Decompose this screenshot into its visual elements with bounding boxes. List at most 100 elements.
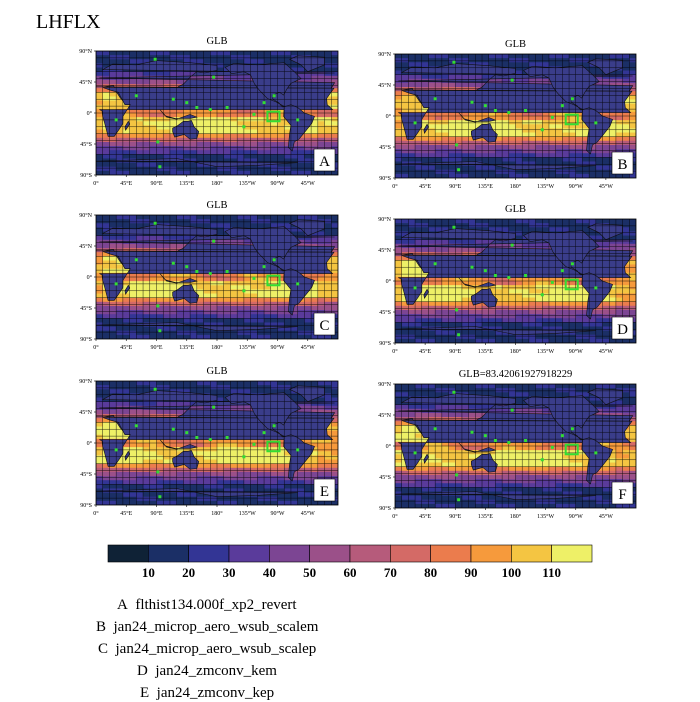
panel-label-box: A xyxy=(314,149,335,171)
lon-tick-label: 90°W xyxy=(270,510,284,517)
lon-tick-label: 90°W xyxy=(569,183,583,190)
colorbar-swatch xyxy=(108,545,148,562)
lon-tick-label: 90°E xyxy=(449,513,461,520)
colorbar-swatch xyxy=(390,545,430,562)
lon-tick-label: 135°E xyxy=(179,180,194,187)
station-marker xyxy=(551,446,554,449)
run-legend-entry: B jan24_microp_aero_wsub_scalem xyxy=(96,619,318,636)
lat-tick-label: 90°S xyxy=(80,336,92,343)
lat-tick-label: 90°S xyxy=(379,340,391,347)
lon-tick-label: 45°W xyxy=(301,344,315,351)
colorbar-tick-label: 10 xyxy=(142,565,155,580)
lon-tick-label: 0° xyxy=(93,344,99,351)
run-label: C xyxy=(98,641,108,657)
panel-title: GLB xyxy=(207,200,228,211)
station-marker xyxy=(209,108,212,111)
lon-tick-label: 135°W xyxy=(239,180,256,187)
lhflx-field xyxy=(395,384,636,508)
run-name: jan24_zmconv_kem xyxy=(155,663,277,679)
run-label: A xyxy=(117,597,128,613)
station-marker xyxy=(452,391,455,394)
station-marker xyxy=(135,258,138,261)
lat-tick-label: 45°S xyxy=(379,144,391,151)
lon-tick-label: 45°W xyxy=(599,513,613,520)
lon-tick-label: 90°E xyxy=(150,344,162,351)
station-marker xyxy=(551,281,554,284)
colorbar-swatch xyxy=(269,545,309,562)
lon-tick-label: 45°E xyxy=(120,180,132,187)
lon-tick-label: 180° xyxy=(510,348,522,355)
lat-tick-label: 90°S xyxy=(379,175,391,182)
lon-tick-label: 45°W xyxy=(301,180,315,187)
lon-tick-label: 135°W xyxy=(537,348,554,355)
lon-tick-label: 90°W xyxy=(270,180,284,187)
colorbar-swatch xyxy=(552,545,592,562)
panel-title: GLB=83.42061927918229 xyxy=(459,369,573,380)
lon-tick-label: 90°E xyxy=(449,348,461,355)
station-marker xyxy=(434,427,437,430)
lon-tick-label: 135°E xyxy=(478,183,493,190)
lon-tick-label: 90°W xyxy=(569,513,583,520)
station-marker xyxy=(156,470,159,473)
station-marker xyxy=(524,109,527,112)
colorbar-swatch xyxy=(310,545,350,562)
lat-tick-label: 45°N xyxy=(79,243,92,250)
run-legend-entry: C jan24_microp_aero_wsub_scalep xyxy=(98,641,316,658)
panel-label: C xyxy=(319,318,329,334)
colorbar-tick-label: 40 xyxy=(263,565,276,580)
lon-tick-label: 45°E xyxy=(419,348,431,355)
station-marker xyxy=(296,118,299,121)
lhflx-field xyxy=(96,51,338,175)
lhflx-field xyxy=(96,381,338,505)
lat-tick-label: 0° xyxy=(386,443,392,450)
station-marker xyxy=(252,443,255,446)
station-marker xyxy=(135,424,138,427)
lon-tick-label: 135°W xyxy=(239,510,256,517)
station-marker xyxy=(242,289,245,292)
lon-tick-label: 0° xyxy=(392,513,398,520)
lon-tick-label: 90°E xyxy=(150,510,162,517)
station-marker xyxy=(484,434,487,437)
station-marker xyxy=(242,125,245,128)
station-marker xyxy=(212,240,215,243)
lat-tick-label: 45°N xyxy=(79,409,92,416)
lat-tick-label: 90°N xyxy=(378,51,391,58)
colorbar-tick-label: 100 xyxy=(502,565,522,580)
panel-label: A xyxy=(319,154,330,170)
lat-tick-label: 90°S xyxy=(80,502,92,509)
station-marker xyxy=(172,428,175,431)
station-marker xyxy=(414,121,417,124)
station-marker xyxy=(470,266,473,269)
panel-label: B xyxy=(617,157,627,173)
station-marker xyxy=(434,97,437,100)
station-marker xyxy=(507,441,510,444)
lat-tick-label: 90°N xyxy=(378,216,391,223)
lat-tick-label: 45°S xyxy=(80,471,92,478)
run-label: B xyxy=(96,619,106,635)
station-marker xyxy=(551,116,554,119)
station-marker xyxy=(414,286,417,289)
lon-tick-label: 180° xyxy=(211,510,223,517)
panel-label-box: C xyxy=(314,313,335,335)
colorbar-tick-label: 80 xyxy=(424,565,437,580)
station-marker xyxy=(571,97,574,100)
station-marker xyxy=(154,388,157,391)
station-marker xyxy=(524,274,527,277)
lon-tick-label: 180° xyxy=(510,513,522,520)
station-marker xyxy=(154,222,157,225)
station-marker xyxy=(209,438,212,441)
lat-tick-label: 90°N xyxy=(79,48,92,55)
station-marker xyxy=(156,140,159,143)
station-marker xyxy=(195,270,198,273)
station-marker xyxy=(115,118,118,121)
station-marker xyxy=(561,104,564,107)
lat-tick-label: 45°N xyxy=(378,412,391,419)
lon-tick-label: 0° xyxy=(93,510,99,517)
lat-tick-label: 0° xyxy=(386,278,392,285)
run-legend-entry: D jan24_zmconv_kem xyxy=(137,663,277,680)
